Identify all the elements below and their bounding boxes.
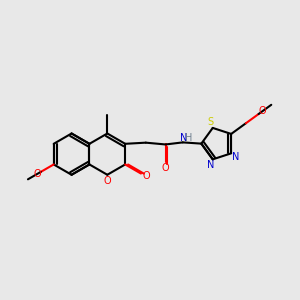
Text: N: N — [232, 152, 240, 162]
Text: O: O — [259, 106, 266, 116]
Text: O: O — [142, 171, 150, 182]
Text: H: H — [185, 133, 192, 143]
Text: S: S — [208, 117, 214, 127]
Text: O: O — [103, 176, 111, 185]
Text: N: N — [180, 133, 188, 143]
Text: O: O — [33, 169, 41, 179]
Text: O: O — [162, 163, 169, 172]
Text: N: N — [207, 160, 214, 170]
